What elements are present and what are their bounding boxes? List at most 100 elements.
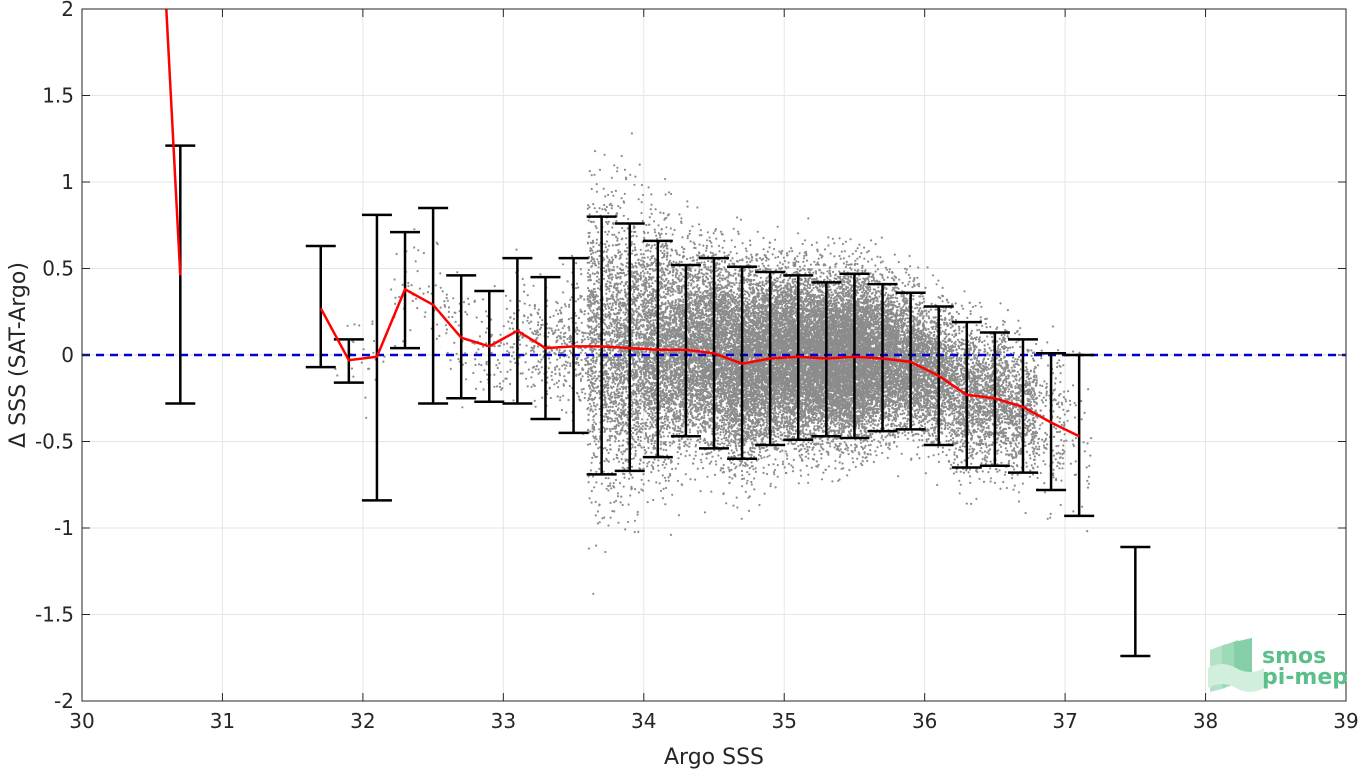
scatter-point	[611, 177, 613, 179]
scatter-point	[613, 359, 615, 361]
scatter-point	[588, 368, 590, 370]
scatter-point	[610, 386, 612, 388]
scatter-point	[605, 246, 607, 248]
scatter-point	[500, 334, 502, 336]
scatter-point	[502, 380, 504, 382]
scatter-point	[608, 307, 610, 309]
scatter-point	[497, 359, 499, 361]
scatter-point	[581, 331, 583, 333]
scatter-point	[551, 350, 553, 352]
scatter-point	[445, 324, 447, 326]
scatter-point	[597, 447, 599, 449]
scatter-point	[570, 352, 572, 354]
scatter-point	[589, 443, 591, 445]
scatter-point	[607, 212, 609, 214]
scatter-point	[534, 400, 536, 402]
scatter-point	[503, 343, 505, 345]
scatter-point	[535, 406, 537, 408]
scatter-point	[486, 361, 488, 363]
scatter-point	[505, 295, 507, 297]
scatter-point	[583, 313, 585, 315]
scatter-point	[398, 296, 400, 298]
scatter-point	[486, 374, 488, 376]
scatter-point	[608, 376, 610, 378]
scatter-point	[454, 312, 456, 314]
scatter-point	[584, 397, 586, 399]
scatter-point	[566, 344, 568, 346]
scatter-point	[563, 325, 565, 327]
scatter-point	[606, 459, 608, 461]
scatter-point	[465, 362, 467, 364]
scatter-point	[587, 373, 589, 375]
scatter-point	[527, 385, 529, 387]
scatter-point	[592, 262, 594, 264]
scatter-point	[605, 265, 607, 267]
scatter-point	[611, 428, 613, 430]
scatter-point	[592, 424, 594, 426]
scatter-point	[612, 302, 614, 304]
scatter-point	[578, 330, 580, 332]
scatter-point	[439, 272, 441, 274]
scatter-point	[605, 285, 607, 287]
scatter-point	[575, 363, 577, 365]
scatter-point	[555, 309, 557, 311]
scatter-point	[394, 303, 396, 305]
scatter-point	[612, 291, 614, 293]
scatter-point	[524, 361, 526, 363]
scatter-point	[604, 401, 606, 403]
scatter-point	[595, 342, 597, 344]
scatter-point	[396, 253, 398, 255]
scatter-point	[523, 291, 525, 293]
scatter-point	[605, 209, 607, 211]
scatter-point	[495, 364, 497, 366]
scatter-point	[605, 477, 607, 479]
scatter-point	[609, 421, 611, 423]
scatter-point	[605, 293, 607, 295]
scatter-point	[598, 255, 600, 257]
scatter-point	[506, 308, 508, 310]
scatter-point	[473, 301, 475, 303]
scatter-point	[540, 359, 542, 361]
scatter-point	[613, 403, 615, 405]
scatter-point	[575, 315, 577, 317]
scatter-point	[499, 382, 501, 384]
scatter-point	[615, 274, 617, 276]
scatter-point	[584, 310, 586, 312]
scatter-point	[568, 306, 570, 308]
scatter-point	[559, 374, 561, 376]
scatter-point	[578, 396, 580, 398]
scatter-point	[604, 315, 606, 317]
scatter-point	[591, 490, 593, 492]
scatter-point	[609, 274, 611, 276]
scatter-point	[591, 292, 593, 294]
scatter-point	[594, 296, 596, 298]
scatter-point	[537, 360, 539, 362]
scatter-point	[613, 164, 615, 166]
scatter-point	[605, 289, 607, 291]
scatter-point	[442, 290, 444, 292]
scatter-point	[351, 367, 353, 369]
scatter-point	[563, 364, 565, 366]
scatter-point	[519, 344, 521, 346]
scatter-point	[446, 297, 448, 299]
scatter-point	[588, 393, 590, 395]
scatter-point	[559, 396, 561, 398]
scatter-point	[589, 300, 591, 302]
scatter-point	[419, 288, 421, 290]
scatter-point	[557, 313, 559, 315]
scatter-point	[609, 430, 611, 432]
scatter-point	[486, 327, 488, 329]
scatter-point	[605, 397, 607, 399]
scatter-point	[592, 339, 594, 341]
scatter-point	[476, 316, 478, 318]
scatter-point	[371, 323, 373, 325]
scatter-point	[595, 378, 597, 380]
scatter-point	[609, 409, 611, 411]
scatter-point	[562, 327, 564, 329]
scatter-point	[609, 437, 611, 439]
scatter-point	[611, 410, 613, 412]
scatter-point	[590, 391, 592, 393]
scatter-point	[587, 370, 589, 372]
scatter-point	[610, 487, 612, 489]
scatter-point	[592, 593, 594, 595]
